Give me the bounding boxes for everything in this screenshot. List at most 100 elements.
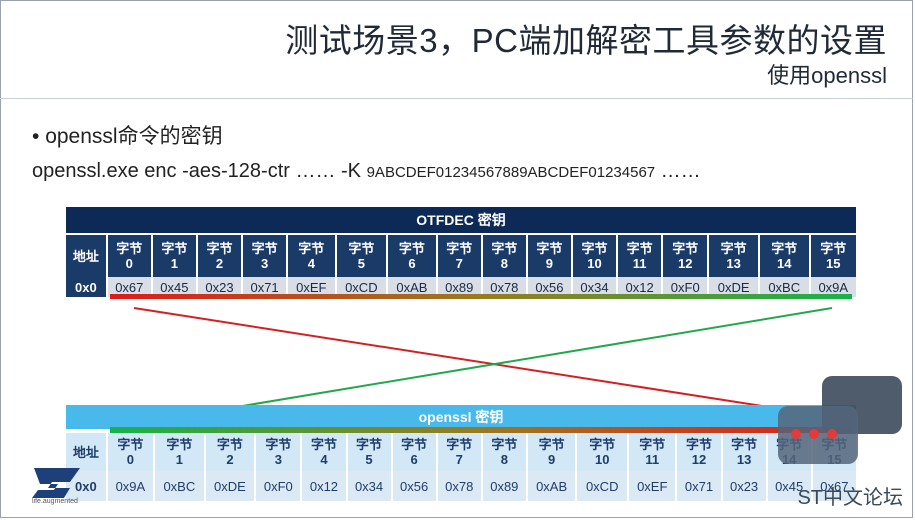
- byte-label: 字节: [116, 241, 143, 256]
- openssl-value-row: 0x0 0x9A 0xBC 0xDE 0xF0 0x12 0x34 0x56 0x78 0x89…: [66, 471, 856, 501]
- openssl-byte-header: 字节 12: [677, 429, 721, 471]
- otfdec-byte-value: 0x12: [618, 277, 662, 297]
- openssl-byte-value: 0x78: [437, 471, 481, 501]
- byte-index: 13: [736, 452, 752, 467]
- byte-label: 字节: [491, 437, 518, 452]
- red-arrow: [133, 307, 830, 423]
- logo-tagline: life.augmented: [32, 498, 78, 505]
- command-line: openssl.exe enc -aes-128-ctr …… -K 9ABCD…: [32, 160, 701, 183]
- byte-index: 3: [274, 452, 282, 467]
- openssl-byte-value: 0xDE: [205, 471, 255, 501]
- otfdec-byte-header: 字节 3: [243, 233, 287, 277]
- otfdec-byte-header: 字节 0: [107, 233, 151, 277]
- otfdec-byte-value: 0x9A: [810, 277, 856, 297]
- otfdec-byte-value: 0xBC: [759, 277, 809, 297]
- otfdec-byte-value: 0x34: [572, 277, 617, 297]
- byte-label: 字节: [589, 437, 616, 452]
- openssl-byte-header: 字节 8: [482, 429, 526, 471]
- otfdec-byte-header: 字节 9: [527, 233, 571, 277]
- byte-label: 字节: [310, 437, 337, 452]
- bullet-text: openssl命令的密钥: [45, 125, 223, 148]
- openssl-byte-header: 字节 11: [629, 429, 676, 471]
- byte-index: 7: [455, 452, 463, 467]
- otfdec-byte-header: 字节 8: [482, 233, 526, 277]
- command-prefix: openssl.exe enc -aes-128-ctr …… -K: [32, 160, 367, 182]
- byte-label: 字节: [356, 437, 383, 452]
- openssl-byte-value: 0xF0: [256, 471, 301, 501]
- otfdec-byte-header: 字节 2: [197, 233, 242, 277]
- otfdec-byte-value: 0x71: [243, 277, 287, 297]
- otfdec-byte-header: 字节 6: [388, 233, 436, 277]
- otfdec-byte-header: 字节 12: [663, 233, 708, 277]
- otfdec-header-row: 地址 字节 0 字节 1 字节 2 字节 3 字节 4 字节 5 字节 6 字节 7 字节 8 字节 9 字节 10 字节 1…: [66, 233, 856, 277]
- otfdec-byte-header: 字节 15: [810, 233, 856, 277]
- byte-index: 0: [125, 256, 133, 271]
- openssl-byte-value: 0x23: [722, 471, 766, 501]
- byte-label: 字节: [348, 241, 375, 256]
- byte-label: 字节: [446, 437, 473, 452]
- byte-index: 11: [645, 452, 660, 467]
- otfdec-byte-header: 字节 1: [152, 233, 196, 277]
- byte-label: 字节: [581, 241, 608, 256]
- byte-index: 4: [320, 452, 328, 467]
- byte-index: 7: [455, 256, 463, 271]
- openssl-byte-header: 字节 5: [347, 429, 391, 471]
- openssl-byte-value: 0x89: [482, 471, 526, 501]
- otfdec-byte-header: 字节 7: [437, 233, 481, 277]
- byte-label: 字节: [166, 437, 193, 452]
- chat-bubble-icon: [778, 376, 902, 464]
- byte-label: 字节: [206, 241, 233, 256]
- byte-label: 字节: [216, 437, 243, 452]
- byte-index: 12: [678, 256, 693, 271]
- byte-label: 字节: [538, 437, 565, 452]
- openssl-byte-value: 0x45: [767, 471, 811, 501]
- otfdec-value-row: 0x0 0x67 0x45 0x23 0x71 0xEF 0xCD 0xAB 0x89 0x78…: [66, 277, 856, 297]
- title-divider: [0, 98, 913, 99]
- openssl-key-table: openssl 密钥 地址 字节 0 字节 1 字节 2 字节 3 字节 4 字节 5 字节 6 字节 7 字节…: [64, 405, 858, 501]
- byte-label: 字节: [626, 241, 653, 256]
- otfdec-table-title: OTFDEC 密钥: [66, 207, 856, 233]
- byte-label: 字节: [731, 437, 758, 452]
- otfdec-byte-value: 0x67: [107, 277, 151, 297]
- byte-index: 14: [776, 256, 792, 271]
- otfdec-byte-value: 0xF0: [663, 277, 708, 297]
- byte-index: 6: [410, 452, 418, 467]
- command-key: 9ABCDEF01234567889ABCDEF01234567: [366, 164, 656, 181]
- otfdec-byte-header: 字节 10: [572, 233, 617, 277]
- otfdec-byte-value: 0x89: [437, 277, 481, 297]
- green-arrow: [130, 307, 833, 430]
- otfdec-byte-value: 0x45: [152, 277, 196, 297]
- otfdec-byte-header: 字节 14: [759, 233, 809, 277]
- openssl-addr-header: 地址: [66, 429, 106, 471]
- otfdec-key-table: OTFDEC 密钥 地址 字节 0 字节 1 字节 2 字节 3 字节 4 字节 5 字节 6 字节 7 字节 8…: [64, 207, 858, 297]
- byte-label: 字节: [491, 241, 518, 256]
- byte-index: 2: [226, 452, 234, 467]
- otfdec-byte-value: 0xAB: [388, 277, 436, 297]
- otfdec-byte-value: 0xDE: [709, 277, 758, 297]
- st-logo: [32, 468, 80, 498]
- openssl-byte-value: 0xAB: [527, 471, 576, 501]
- bullet-item: • openssl命令的密钥: [32, 120, 223, 150]
- openssl-byte-value: 0x9A: [107, 471, 154, 501]
- byte-index: 9: [545, 256, 554, 271]
- byte-index: 5: [357, 256, 365, 271]
- command-suffix: ……: [655, 160, 701, 182]
- byte-label: 字节: [251, 241, 278, 256]
- byte-label: 字节: [446, 241, 473, 256]
- byte-label: 字节: [298, 241, 325, 256]
- openssl-byte-value: 0xCD: [577, 471, 628, 501]
- byte-index: 12: [691, 452, 707, 467]
- openssl-byte-value: 0x71: [677, 471, 721, 501]
- byte-index: 13: [726, 256, 741, 271]
- byte-label: 字节: [672, 241, 699, 256]
- byte-label: 字节: [117, 437, 144, 452]
- forum-watermark: ST中文论坛: [797, 487, 903, 509]
- otfdec-byte-header: 字节 4: [288, 233, 335, 277]
- otfdec-byte-value: 0xEF: [288, 277, 335, 297]
- byte-label: 字节: [685, 437, 712, 452]
- openssl-byte-header: 字节 7: [437, 429, 481, 471]
- openssl-byte-header: 字节 9: [527, 429, 576, 471]
- openssl-byte-header: 字节 13: [722, 429, 766, 471]
